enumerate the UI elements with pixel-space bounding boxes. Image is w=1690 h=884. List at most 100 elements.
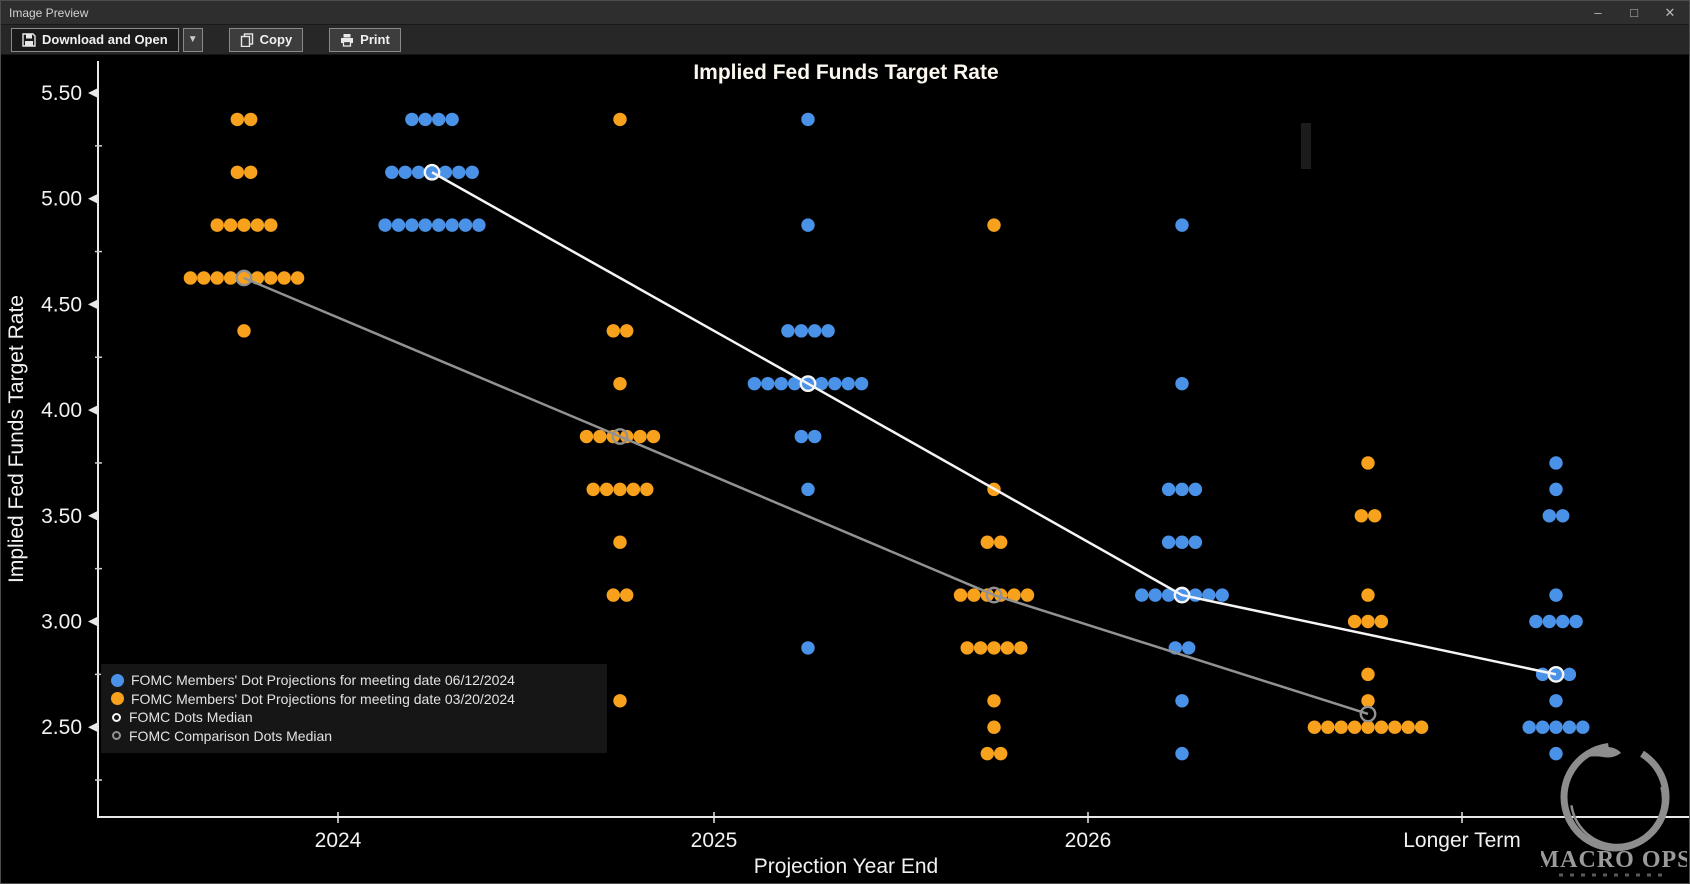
projection-dot bbox=[1535, 720, 1550, 734]
projection-dot bbox=[593, 429, 607, 444]
y-tick-label: 3.50 bbox=[41, 505, 82, 528]
legend-item: FOMC Comparison Dots Median bbox=[111, 727, 597, 746]
print-button[interactable]: Print bbox=[329, 27, 401, 52]
projection-dot bbox=[1549, 588, 1563, 602]
median-marker bbox=[1359, 705, 1377, 723]
copy-button[interactable]: Copy bbox=[228, 27, 304, 52]
projection-dot bbox=[1556, 509, 1570, 523]
projection-dot bbox=[980, 746, 994, 761]
projection-dot bbox=[1354, 509, 1369, 523]
projection-dot bbox=[452, 165, 466, 179]
projection-dot bbox=[210, 218, 224, 232]
projection-dot bbox=[1549, 482, 1563, 497]
projection-dot bbox=[761, 376, 775, 391]
projection-dot bbox=[620, 324, 634, 338]
projection-dot bbox=[1562, 667, 1577, 682]
projection-dot bbox=[599, 482, 614, 497]
projection-dot bbox=[613, 694, 627, 708]
projection-dot bbox=[1175, 218, 1189, 232]
window-title: Image Preview bbox=[9, 5, 89, 20]
projection-dot bbox=[1161, 482, 1176, 497]
median-marker bbox=[1547, 665, 1565, 683]
projection-dot bbox=[794, 429, 808, 444]
median-marker bbox=[611, 428, 629, 445]
projection-dot bbox=[405, 218, 419, 232]
window-controls: – □ ✕ bbox=[1591, 6, 1681, 19]
close-icon[interactable]: ✕ bbox=[1664, 5, 1676, 20]
logo-text: MACRO OPS bbox=[1541, 847, 1687, 873]
projection-dot bbox=[626, 482, 641, 497]
fed-dot-plot: 5.50 5.00 4.50 4.00 3.50 3.00 2.50 2024 2025 2026… bbox=[5, 61, 1689, 878]
median-marker bbox=[423, 163, 441, 181]
projection-dot bbox=[405, 112, 419, 127]
projection-dot bbox=[438, 165, 453, 179]
projection-dot bbox=[1161, 588, 1176, 602]
projection-dot bbox=[1576, 720, 1590, 734]
projection-dot bbox=[418, 218, 432, 232]
projection-dot bbox=[1161, 535, 1176, 549]
y-axis-title: Implied Fed Funds Target Rate bbox=[5, 295, 28, 583]
copy-icon bbox=[240, 32, 253, 47]
projection-dot bbox=[586, 482, 600, 497]
projection-dot bbox=[973, 641, 988, 655]
projection-dot bbox=[620, 588, 634, 602]
projection-dot bbox=[1361, 720, 1375, 734]
y-tick-label: 2.50 bbox=[41, 716, 82, 739]
download-and-open-button[interactable]: Download and Open bbox=[11, 27, 179, 52]
y-tick-label: 5.50 bbox=[41, 82, 82, 105]
projection-dot bbox=[774, 376, 788, 391]
projection-dot bbox=[613, 535, 627, 549]
projection-dot bbox=[183, 271, 198, 285]
projection-dot bbox=[230, 112, 244, 127]
projection-dot bbox=[987, 720, 1001, 734]
projection-dot bbox=[197, 271, 211, 285]
projection-dot bbox=[1542, 509, 1557, 523]
save-icon bbox=[22, 32, 36, 47]
projection-dot bbox=[854, 376, 869, 391]
projection-dot bbox=[1321, 720, 1335, 734]
projection-dot bbox=[613, 376, 627, 391]
projection-dot bbox=[1202, 588, 1216, 602]
projection-dot bbox=[987, 218, 1001, 232]
minimize-icon[interactable]: – bbox=[1594, 5, 1602, 20]
projection-dot bbox=[994, 535, 1008, 549]
projection-dot bbox=[264, 218, 278, 232]
chart-legend: FOMC Members' Dot Projections for meetin… bbox=[101, 664, 607, 753]
median-marker bbox=[799, 375, 817, 393]
projection-dot bbox=[290, 271, 305, 285]
projection-dot bbox=[458, 218, 473, 232]
projection-dot bbox=[1361, 456, 1375, 470]
projection-dot bbox=[953, 588, 968, 602]
projection-dot bbox=[747, 376, 762, 391]
x-tick-label: 2026 bbox=[1065, 829, 1112, 852]
projection-dot bbox=[1007, 588, 1021, 602]
legend-item: FOMC Members' Dot Projections for meetin… bbox=[111, 671, 597, 690]
projection-dot bbox=[1361, 614, 1375, 629]
projection-dot bbox=[801, 482, 815, 497]
legend-label: FOMC Members' Dot Projections for meetin… bbox=[131, 672, 515, 689]
projection-dot bbox=[960, 641, 974, 655]
projection-dot bbox=[1542, 614, 1557, 629]
legend-item: FOMC Members' Dot Projections for meetin… bbox=[111, 690, 597, 709]
chart-area: 5.50 5.00 4.50 4.00 3.50 3.00 2.50 2024 2025 2026… bbox=[1, 55, 1689, 883]
projection-dot bbox=[1368, 509, 1382, 523]
projection-dot bbox=[606, 588, 620, 602]
y-tick-label: 4.50 bbox=[41, 293, 82, 316]
legend-open-circle-icon bbox=[112, 712, 121, 722]
projection-dot bbox=[378, 218, 392, 232]
projection-dot bbox=[987, 694, 1001, 708]
x-tick-label: 2025 bbox=[691, 829, 738, 852]
projection-dot bbox=[1549, 720, 1563, 734]
download-dropdown-button[interactable]: ▼ bbox=[182, 27, 203, 52]
projection-dot bbox=[1361, 667, 1375, 682]
projection-dot bbox=[1556, 614, 1570, 629]
projection-dot bbox=[980, 535, 994, 549]
legend-label: FOMC Comparison Dots Median bbox=[129, 727, 333, 744]
projection-dot bbox=[223, 218, 238, 232]
projection-dot bbox=[1175, 376, 1189, 391]
projection-dot bbox=[210, 271, 224, 285]
maximize-icon[interactable]: □ bbox=[1630, 5, 1638, 20]
smudge-artifact bbox=[1301, 123, 1311, 169]
projection-dot bbox=[237, 324, 251, 338]
